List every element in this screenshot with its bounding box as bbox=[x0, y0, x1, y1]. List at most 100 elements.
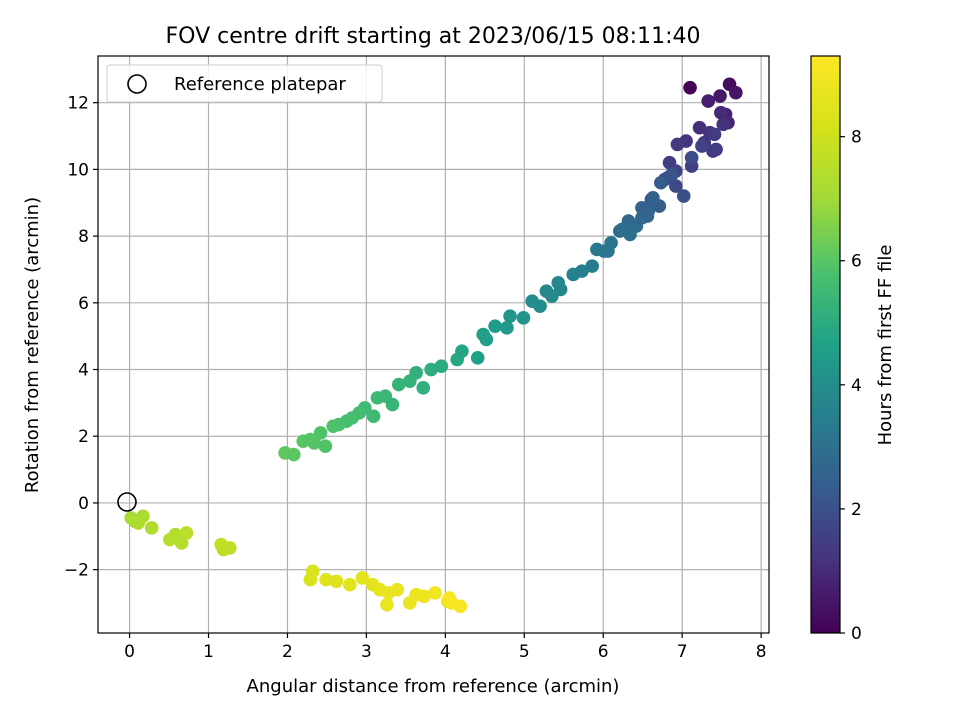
data-point bbox=[692, 120, 707, 135]
data-point bbox=[669, 179, 683, 193]
data-point bbox=[716, 117, 731, 132]
data-point bbox=[385, 397, 400, 412]
x-tick-label: 5 bbox=[519, 642, 530, 662]
data-point bbox=[585, 259, 599, 273]
data-point bbox=[329, 574, 344, 589]
data-point bbox=[470, 351, 485, 365]
data-point bbox=[319, 572, 333, 587]
y-tick-label: 0 bbox=[78, 494, 89, 514]
data-points bbox=[124, 77, 743, 614]
data-point bbox=[343, 577, 357, 592]
data-point bbox=[654, 175, 668, 190]
legend-box bbox=[106, 64, 383, 103]
data-point bbox=[453, 599, 468, 614]
data-point bbox=[144, 521, 159, 535]
data-point bbox=[714, 105, 728, 120]
colorbar-ticks: 0 2 4 6 8 bbox=[840, 128, 862, 644]
reference-platepar-marker bbox=[117, 492, 137, 512]
y-tick-label: 10 bbox=[67, 160, 89, 180]
data-point bbox=[163, 532, 177, 547]
x-tick-label: 8 bbox=[756, 642, 767, 662]
colorbar-tick-label: 6 bbox=[851, 252, 862, 272]
data-point bbox=[131, 516, 146, 530]
data-point bbox=[424, 362, 438, 377]
legend-label: Reference platepar bbox=[174, 74, 346, 95]
colorbar-tick-label: 2 bbox=[851, 500, 862, 520]
data-point bbox=[313, 426, 328, 440]
data-point bbox=[590, 242, 604, 257]
data-point bbox=[339, 414, 354, 429]
x-axis-label: Angular distance from reference (arcmin) bbox=[247, 676, 620, 697]
colorbar-gradient bbox=[810, 55, 841, 634]
colorbar-tick-label: 8 bbox=[851, 128, 862, 148]
y-tick-label: 12 bbox=[67, 94, 89, 114]
data-point bbox=[286, 447, 301, 462]
data-point bbox=[713, 89, 727, 103]
data-point bbox=[318, 439, 333, 454]
data-point bbox=[701, 94, 716, 108]
data-point bbox=[355, 571, 370, 585]
colorbar-tick-label: 4 bbox=[851, 376, 862, 396]
data-point bbox=[214, 537, 228, 552]
data-point bbox=[683, 80, 697, 95]
x-tick-label: 7 bbox=[677, 642, 688, 662]
data-point bbox=[390, 582, 404, 597]
data-point bbox=[380, 597, 394, 612]
data-point bbox=[391, 377, 406, 392]
colorbar: 0 2 4 6 8 Hours from first FF file bbox=[810, 55, 896, 644]
data-point bbox=[416, 381, 431, 395]
data-point bbox=[434, 359, 449, 373]
data-point bbox=[676, 189, 691, 203]
data-point bbox=[503, 309, 517, 323]
data-point bbox=[545, 289, 559, 303]
data-point bbox=[670, 137, 685, 152]
data-point bbox=[428, 586, 442, 600]
x-tick-label: 3 bbox=[361, 642, 372, 662]
data-point bbox=[366, 409, 381, 424]
data-point bbox=[729, 85, 743, 100]
legend-open-circle-icon bbox=[127, 74, 147, 94]
data-point bbox=[326, 419, 341, 434]
data-point bbox=[615, 222, 629, 237]
y-tick-label: 8 bbox=[78, 227, 89, 247]
data-point bbox=[403, 374, 417, 388]
data-point bbox=[709, 142, 723, 157]
data-point bbox=[305, 564, 320, 579]
y-tick-label: 6 bbox=[78, 294, 89, 314]
x-tick-label: 1 bbox=[203, 642, 214, 662]
data-point bbox=[455, 344, 469, 358]
data-point bbox=[601, 244, 615, 258]
data-point bbox=[179, 526, 194, 540]
data-point bbox=[516, 311, 531, 325]
data-point bbox=[575, 264, 589, 278]
colorbar-tick-label: 0 bbox=[851, 624, 862, 644]
y-axis-ticks: −2 0 2 4 6 8 10 12 bbox=[64, 94, 98, 581]
x-tick-label: 0 bbox=[124, 642, 135, 662]
legend: Reference platepar bbox=[106, 64, 383, 103]
data-point bbox=[665, 167, 679, 182]
plot-frame bbox=[97, 55, 770, 634]
y-tick-label: −2 bbox=[64, 561, 89, 581]
data-point bbox=[684, 150, 699, 165]
y-tick-label: 4 bbox=[78, 361, 89, 381]
data-point bbox=[417, 589, 431, 604]
colorbar-label: Hours from first FF file bbox=[875, 245, 896, 446]
x-tick-label: 2 bbox=[282, 642, 293, 662]
x-axis-ticks: 0 1 2 3 4 5 6 7 8 bbox=[124, 633, 767, 662]
x-tick-label: 6 bbox=[598, 642, 609, 662]
data-point bbox=[479, 332, 494, 347]
data-point bbox=[488, 319, 502, 333]
data-point bbox=[352, 406, 367, 420]
data-point bbox=[707, 127, 722, 142]
y-axis-label: Rotation from reference (arcmin) bbox=[22, 197, 43, 493]
data-point bbox=[695, 139, 709, 153]
data-point bbox=[646, 190, 660, 205]
data-point bbox=[442, 591, 457, 605]
y-tick-label: 2 bbox=[78, 427, 89, 447]
data-point bbox=[500, 321, 514, 335]
x-tick-label: 4 bbox=[440, 642, 451, 662]
data-point bbox=[533, 299, 547, 313]
data-point bbox=[641, 204, 656, 218]
data-point bbox=[303, 432, 318, 447]
